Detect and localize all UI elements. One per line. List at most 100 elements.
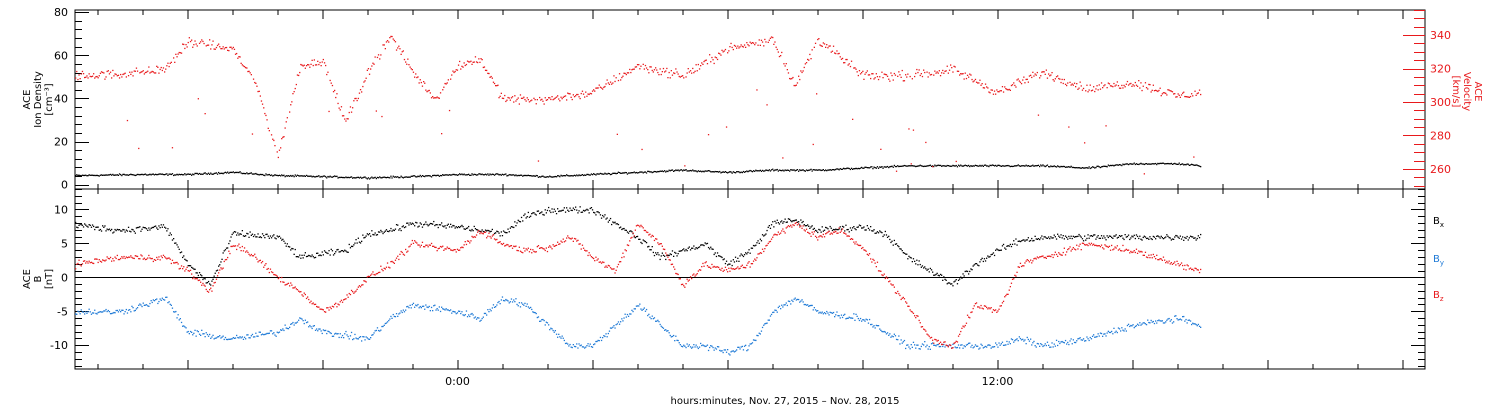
data-point	[850, 317, 853, 319]
data-point	[937, 274, 939, 276]
data-point	[518, 174, 520, 177]
data-point	[97, 77, 99, 79]
data-point	[486, 237, 488, 239]
data-point	[841, 228, 844, 230]
data-point	[383, 176, 385, 178]
data-point	[488, 311, 490, 313]
data-point	[871, 73, 873, 75]
data-point	[1200, 93, 1202, 96]
data-point	[1005, 248, 1007, 250]
data-point	[160, 66, 162, 69]
data-point	[593, 343, 595, 346]
data-point	[141, 228, 143, 230]
data-point	[945, 279, 947, 281]
data-point	[145, 71, 148, 73]
data-point	[121, 230, 123, 232]
data-point	[563, 339, 565, 342]
data-point	[589, 207, 591, 210]
data-point	[618, 73, 621, 75]
data-point	[644, 310, 647, 312]
data-point	[898, 335, 900, 337]
data-point	[755, 169, 757, 171]
data-point	[299, 175, 301, 177]
data-point	[837, 168, 839, 170]
data-point	[344, 298, 346, 300]
data-point	[596, 173, 598, 175]
data-point	[255, 82, 257, 84]
data-point	[385, 41, 388, 43]
data-point	[662, 254, 665, 256]
data-point	[549, 329, 551, 331]
data-point	[772, 236, 774, 238]
data-point	[934, 70, 936, 72]
data-point	[710, 345, 712, 347]
data-point	[149, 257, 151, 259]
data-point	[961, 344, 963, 346]
data-point	[631, 231, 633, 233]
data-point	[865, 229, 867, 231]
data-point	[996, 344, 998, 346]
data-point	[95, 226, 97, 228]
data-point	[627, 172, 630, 174]
data-point	[326, 177, 328, 179]
data-point	[483, 174, 486, 176]
data-point	[919, 322, 921, 324]
data-point	[173, 57, 175, 59]
data-point	[907, 165, 909, 167]
data-point	[902, 341, 904, 343]
data-point	[911, 311, 913, 313]
data-point	[983, 164, 986, 166]
data-point	[841, 168, 844, 170]
data-point	[660, 170, 662, 172]
data-point	[462, 226, 464, 228]
data-point	[188, 173, 190, 175]
data-point	[734, 268, 737, 270]
data-point	[272, 175, 274, 177]
data-point	[648, 245, 650, 248]
data-point	[562, 337, 564, 339]
data-point	[113, 75, 115, 77]
data-point	[559, 243, 561, 245]
data-point	[340, 176, 343, 178]
data-point	[1179, 235, 1181, 237]
data-point	[495, 173, 497, 175]
data-point	[1079, 337, 1081, 339]
data-point	[655, 171, 657, 173]
data-point	[132, 174, 134, 176]
data-point	[395, 224, 398, 226]
data-point	[866, 225, 868, 227]
data-point	[533, 250, 535, 253]
data-point	[863, 167, 865, 169]
data-point	[1080, 236, 1082, 238]
data-point	[877, 167, 880, 169]
data-point	[145, 258, 148, 260]
data-point	[560, 174, 562, 176]
data-point	[337, 248, 339, 251]
data-point	[805, 225, 808, 227]
data-point	[794, 170, 796, 172]
data-point	[693, 170, 695, 172]
data-point	[917, 71, 919, 74]
data-point	[856, 315, 858, 317]
data-point	[1175, 96, 1177, 98]
data-point	[133, 230, 135, 233]
data-point	[438, 306, 440, 308]
data-point	[786, 169, 788, 171]
data-point	[769, 240, 772, 243]
data-point	[196, 330, 198, 332]
data-point	[153, 174, 156, 176]
data-point	[623, 172, 625, 174]
data-point	[781, 220, 783, 222]
data-point	[576, 343, 578, 345]
data-point	[1115, 234, 1117, 236]
data-point	[634, 308, 636, 310]
data-point	[144, 227, 147, 229]
data-point	[477, 229, 479, 231]
data-point	[617, 223, 620, 226]
data-point	[493, 82, 496, 85]
data-point	[345, 250, 347, 252]
data-point	[1091, 335, 1094, 337]
data-point	[831, 169, 834, 171]
data-point	[614, 327, 616, 329]
data-point	[455, 69, 457, 71]
